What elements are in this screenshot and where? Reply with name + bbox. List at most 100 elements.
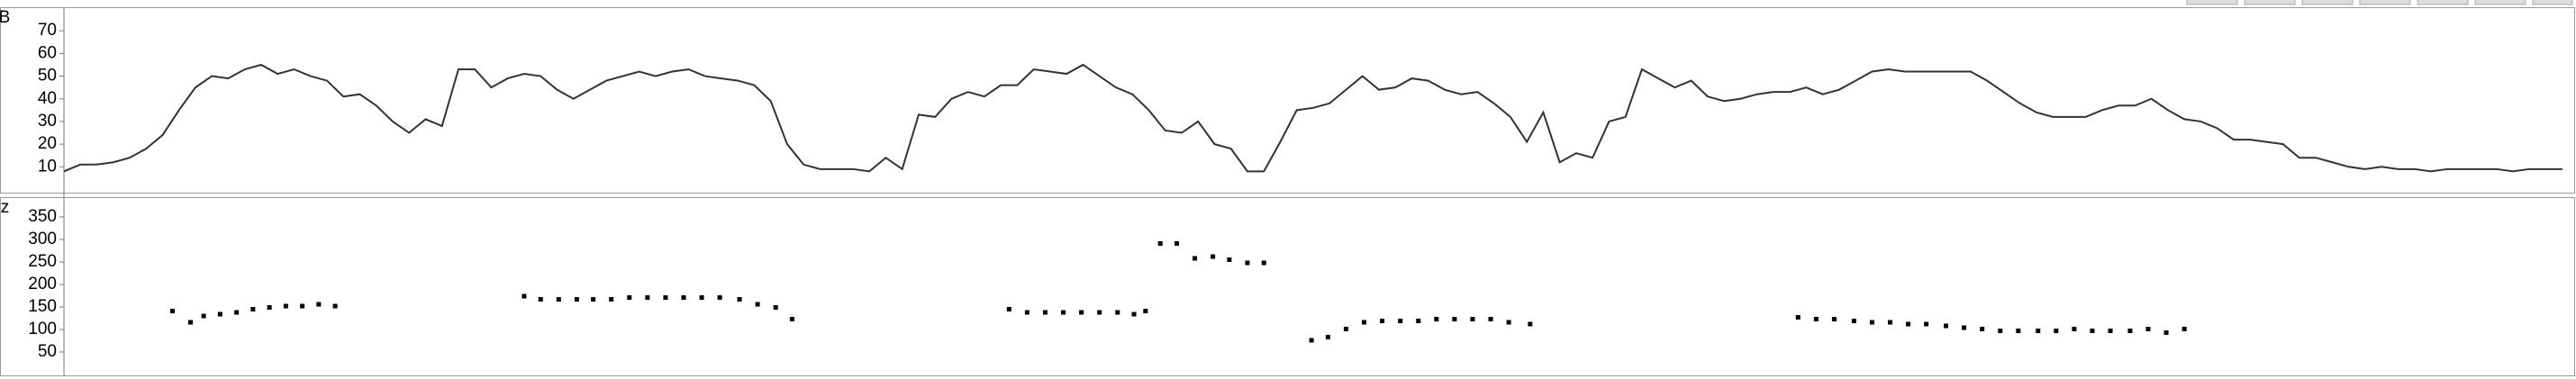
y-tick-label: 250 — [28, 252, 57, 271]
pitch-point — [1362, 320, 1367, 325]
button[interactable] — [2532, 0, 2573, 5]
pitch-point — [645, 295, 650, 300]
y-tick-label: 10 — [38, 157, 57, 176]
y-tick-label: 40 — [38, 89, 57, 108]
pitch-point — [1380, 319, 1385, 323]
pitch-point — [217, 311, 222, 317]
pitch-point — [522, 293, 527, 299]
pitch-point — [609, 297, 614, 302]
pitch-point — [267, 305, 272, 310]
pitch-point — [1906, 321, 1911, 327]
y-tick-label: 50 — [38, 342, 57, 361]
pitch-point — [1998, 329, 2003, 333]
pitch-point — [2181, 327, 2187, 331]
pitch-point — [1131, 311, 1137, 317]
pitch-point — [1097, 310, 1102, 315]
pitch-point — [737, 297, 742, 302]
pitch-point — [1143, 309, 1148, 313]
pitch-point — [1309, 338, 1314, 343]
pitch-point — [1488, 317, 1493, 321]
pitch-point — [234, 310, 240, 315]
pitch-point — [1115, 310, 1120, 315]
pitch-point — [1343, 327, 1348, 331]
pitch-point — [1452, 317, 1457, 321]
pitch-point — [1869, 320, 1874, 325]
button[interactable] — [2359, 0, 2411, 5]
pitch-point — [755, 302, 760, 307]
pitch-point — [1434, 317, 1439, 321]
pitch-point — [1211, 254, 1216, 259]
pitch-point — [332, 303, 338, 309]
pitch-point — [663, 295, 668, 300]
pitch-point — [2072, 327, 2077, 331]
pitch-point — [1924, 321, 1929, 327]
pitch-point — [556, 297, 561, 302]
pitch-point — [1079, 310, 1084, 315]
y-tick-label: 70 — [38, 21, 57, 40]
pitch-point — [300, 303, 305, 309]
pitch-point — [1157, 241, 1163, 246]
y-tick-label: 100 — [28, 320, 57, 338]
button[interactable] — [2244, 0, 2296, 5]
pitch-point — [2127, 329, 2133, 333]
axis-title: Hz — [0, 198, 9, 217]
pitch-point — [1962, 325, 1967, 330]
pitch-point — [1851, 319, 1856, 323]
pitch-point — [681, 295, 686, 300]
pitch-point — [717, 295, 722, 300]
pitch-point — [1470, 317, 1475, 321]
pitch-point — [773, 305, 778, 310]
pitch-point — [2163, 330, 2169, 335]
pitch-point — [2054, 329, 2059, 333]
pitch-point — [2090, 329, 2095, 333]
pitch-point — [1398, 319, 1403, 323]
pitch-point — [1506, 320, 1511, 325]
pitch-point — [789, 317, 794, 321]
y-tick-label: 300 — [28, 230, 57, 248]
button[interactable] — [2474, 0, 2526, 5]
pitch-point — [1795, 315, 1800, 320]
pitch-point — [1042, 310, 1048, 315]
axis-title: dB — [0, 8, 10, 27]
button[interactable] — [2301, 0, 2354, 5]
y-tick-label: 50 — [38, 67, 57, 86]
pitch-point — [1528, 321, 1533, 327]
pitch-point — [188, 320, 194, 325]
pitch-point — [1227, 257, 1232, 262]
pitch-point — [2145, 327, 2151, 331]
y-tick-label: 150 — [28, 297, 57, 316]
pitch-point — [1174, 241, 1179, 246]
pitch-point — [1980, 327, 1985, 331]
pitch-point — [1416, 319, 1421, 323]
button[interactable] — [2186, 0, 2238, 5]
pitch-point — [169, 309, 175, 313]
pitch-point — [1024, 310, 1029, 315]
pitch-point — [2036, 329, 2041, 333]
pitch-point — [1261, 260, 1266, 266]
button[interactable] — [2417, 0, 2469, 5]
panel-frame — [0, 197, 2575, 376]
pitch-point — [591, 297, 596, 302]
y-tick-label: 30 — [38, 112, 57, 131]
pitch-point — [1887, 320, 1892, 325]
toolbar-buttons — [2186, 0, 2573, 5]
pitch-point — [201, 313, 206, 319]
pitch-point — [1006, 307, 1011, 311]
panel-frame — [0, 7, 2575, 194]
pitch-point — [2108, 329, 2113, 333]
pitch-point — [538, 297, 543, 302]
y-tick-label: 200 — [28, 275, 57, 293]
pitch-point — [1245, 260, 1250, 266]
y-tick-label: 60 — [38, 43, 57, 62]
pitch-point — [1831, 317, 1837, 321]
pitch-point — [316, 302, 322, 307]
pitch-point — [1813, 317, 1819, 321]
pitch-point — [2016, 329, 2021, 333]
pitch-point — [627, 295, 632, 300]
pitch-point — [1061, 310, 1066, 315]
pitch-point — [699, 295, 704, 300]
y-tick-label: 350 — [28, 207, 57, 226]
